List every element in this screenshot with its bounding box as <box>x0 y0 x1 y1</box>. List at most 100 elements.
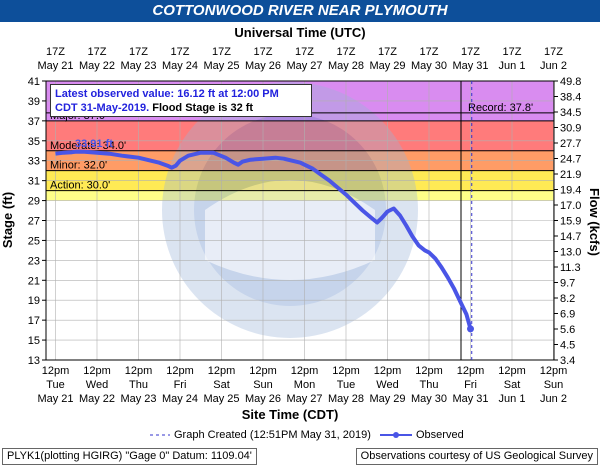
bottom-tick-day: Sun <box>253 379 273 391</box>
chart-title: COTTONWOOD RIVER NEAR PLYMOUTH <box>0 0 600 22</box>
bottom-tick-date: May 27 <box>286 393 322 405</box>
top-tick-date: May 30 <box>411 60 447 72</box>
legend-observed: Observed <box>416 429 464 441</box>
bottom-tick-day: Sat <box>504 379 521 391</box>
left-tick-label: 25 <box>28 235 40 247</box>
bottom-tick-date: May 21 <box>37 393 73 405</box>
top-tick-date: May 27 <box>286 60 322 72</box>
band-action <box>46 190 554 201</box>
footer: PLYK1(plotting HGIRG) "Gage 0" Datum: 11… <box>0 448 600 465</box>
bottom-tick-day: Tue <box>46 379 65 391</box>
latest-observed-point <box>467 325 474 333</box>
bottom-tick-date: Jun 1 <box>499 393 526 405</box>
bottom-tick-time: 12pm <box>83 365 111 377</box>
top-tick-hour: 17Z <box>129 46 148 58</box>
noaa-logo-watermark <box>162 82 418 338</box>
bottom-tick-date: May 28 <box>328 393 364 405</box>
bottom-tick-time: 12pm <box>374 365 402 377</box>
bottom-tick-date: May 30 <box>411 393 447 405</box>
bottom-tick-date: May 26 <box>245 393 281 405</box>
bottom-tick-day: Thu <box>129 379 148 391</box>
bottom-tick-time: 12pm <box>291 365 319 377</box>
right-tick-label: 11.3 <box>560 262 581 274</box>
latest-value-box: Latest observed value: 16.12 ft at 12:00… <box>50 84 312 117</box>
left-tick-label: 37 <box>28 116 40 128</box>
bottom-tick-time: 12pm <box>415 365 443 377</box>
top-tick-hour: 17Z <box>420 46 439 58</box>
top-tick-date: May 22 <box>79 60 115 72</box>
right-tick-label: 9.7 <box>560 278 575 290</box>
bottom-tick-time: 12pm <box>42 365 70 377</box>
bottom-tick-time: 12pm <box>249 365 277 377</box>
right-tick-label: 17.0 <box>560 200 581 212</box>
right-tick-label: 19.4 <box>560 185 581 197</box>
left-tick-label: 19 <box>28 295 40 307</box>
right-tick-label: 34.5 <box>560 107 581 119</box>
bottom-tick-day: Mon <box>294 379 315 391</box>
top-tick-hour: 17Z <box>544 46 563 58</box>
right-tick-label: 14.7 <box>560 231 581 243</box>
left-tick-label: 27 <box>28 216 40 228</box>
top-tick-date: May 25 <box>203 60 239 72</box>
bottom-tick-time: 12pm <box>498 365 526 377</box>
right-tick-label: 13.0 <box>560 247 581 259</box>
top-tick-date: May 29 <box>369 60 405 72</box>
left-tick-label: 15 <box>28 335 40 347</box>
bottom-tick-day: Thu <box>420 379 439 391</box>
hydrograph: Record: 37.8'Major: 37.0'Moderate: 34.0'… <box>0 25 600 422</box>
left-axis-ticks: 13 15 17 19 21 23 25 27 29 31 33 35 37 39 41 <box>28 76 46 367</box>
top-tick-hour: 17Z <box>254 46 273 58</box>
bottom-tick-date: May 29 <box>369 393 405 405</box>
legend: Graph Created (12:51PM May 31, 2019) Obs… <box>0 428 600 444</box>
bottom-tick-day: Sat <box>213 379 230 391</box>
right-tick-label: 30.9 <box>560 123 581 135</box>
left-tick-label: 39 <box>28 96 40 108</box>
bottom-tick-date: May 31 <box>452 393 488 405</box>
top-tick-hour: 17Z <box>212 46 231 58</box>
bottom-tick-date: Jun 2 <box>540 393 567 405</box>
category-label: Action: 30.0' <box>50 180 110 192</box>
top-axis-ticks: 17Z May 21 17Z May 22 17Z May 23 17Z May 24 17Z M… <box>37 46 567 72</box>
top-tick-date: May 21 <box>37 60 73 72</box>
bottom-tick-time: 12pm <box>125 365 153 377</box>
bottom-tick-day: Wed <box>86 379 108 391</box>
peak-label: 33.91 ft <box>75 138 113 150</box>
bottom-tick-time: 12pm <box>540 365 568 377</box>
top-tick-hour: 17Z <box>337 46 356 58</box>
bottom-tick-day: Tue <box>337 379 356 391</box>
left-tick-label: 29 <box>28 196 40 208</box>
top-tick-date: May 24 <box>162 60 198 72</box>
top-tick-date: May 23 <box>120 60 156 72</box>
bottom-axis-title: Site Time (CDT) <box>242 407 339 422</box>
bottom-tick-day: Wed <box>376 379 398 391</box>
observed-series-line <box>55 149 473 330</box>
right-tick-label: 24.7 <box>560 154 581 166</box>
right-tick-label: 38.4 <box>560 92 581 104</box>
top-tick-date: May 31 <box>452 60 488 72</box>
legend-graph-created: Graph Created (12:51PM May 31, 2019) <box>174 429 371 441</box>
band-major <box>46 120 554 151</box>
top-tick-hour: 17Z <box>503 46 522 58</box>
top-tick-date: May 26 <box>245 60 281 72</box>
right-tick-label: 8.2 <box>560 293 575 305</box>
latest-value-date: CDT 31-May-2019. <box>55 102 150 114</box>
top-tick-date: Jun 1 <box>499 60 526 72</box>
category-label: Record: 37.8' <box>468 102 533 114</box>
bottom-tick-date: May 25 <box>203 393 239 405</box>
top-tick-date: Jun 2 <box>540 60 567 72</box>
category-label: Minor: 32.0' <box>50 160 107 172</box>
right-tick-label: 15.9 <box>560 216 581 228</box>
left-tick-label: 21 <box>28 275 40 287</box>
left-tick-label: 41 <box>28 76 40 88</box>
top-tick-hour: 17Z <box>88 46 107 58</box>
right-tick-label: 6.9 <box>560 309 575 321</box>
top-tick-hour: 17Z <box>295 46 314 58</box>
category-label: Moderate: 34.0' <box>50 140 126 152</box>
left-tick-label: 33 <box>28 156 40 168</box>
bottom-axis-ticks: 12pm Tue May 21 12pm Wed May 22 12pm Thu May 23 1… <box>37 365 567 405</box>
bottom-tick-time: 12pm <box>457 365 485 377</box>
right-tick-label: 27.7 <box>560 138 581 150</box>
right-tick-label: 5.6 <box>560 324 575 336</box>
bottom-tick-date: May 23 <box>120 393 156 405</box>
bottom-tick-day: Sun <box>544 379 564 391</box>
